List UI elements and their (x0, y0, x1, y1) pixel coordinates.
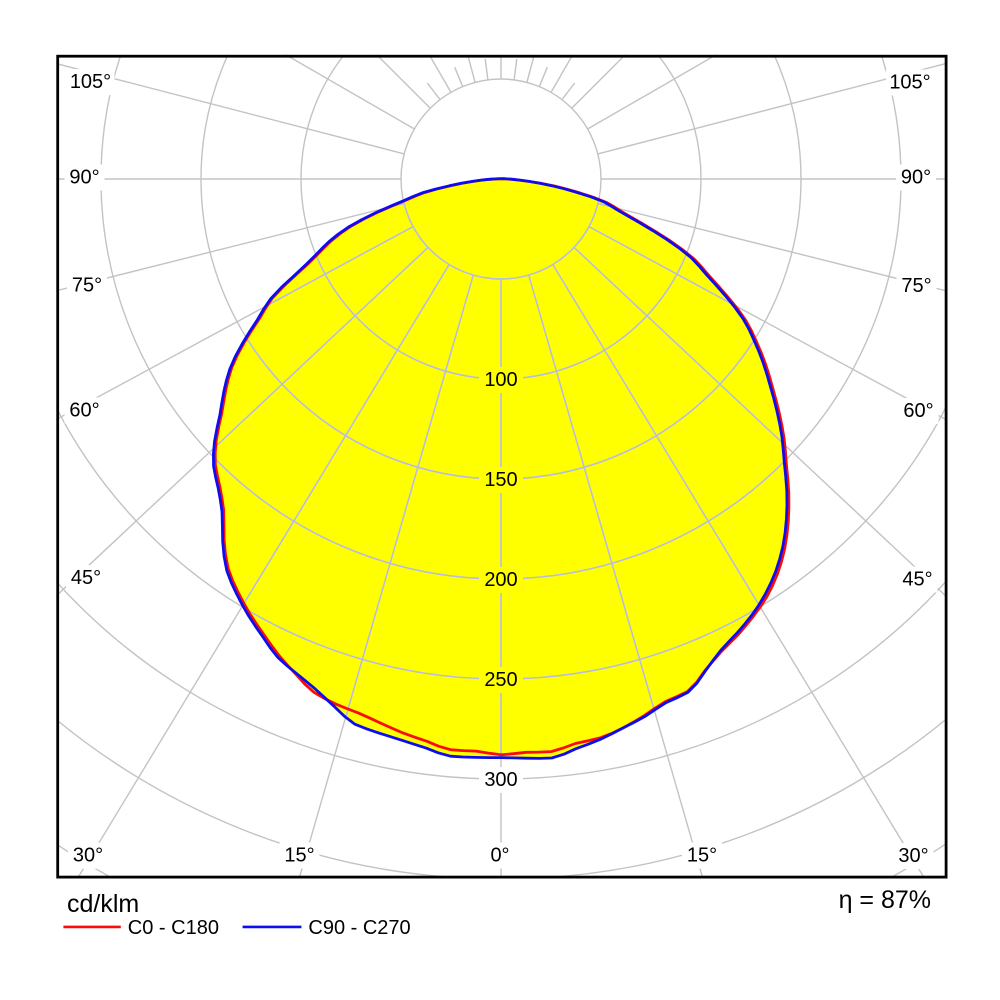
svg-text:100: 100 (484, 369, 517, 391)
svg-text:η = 87%: η = 87% (839, 886, 931, 914)
svg-text:150: 150 (484, 469, 517, 491)
svg-text:0°: 0° (490, 845, 509, 867)
svg-text:250: 250 (484, 669, 517, 691)
svg-text:60°: 60° (69, 400, 99, 422)
svg-text:105°: 105° (889, 72, 930, 94)
svg-text:cd/klm: cd/klm (67, 890, 139, 918)
svg-text:45°: 45° (71, 567, 101, 589)
svg-text:200: 200 (484, 569, 517, 591)
svg-text:15°: 15° (687, 845, 717, 867)
svg-text:60°: 60° (903, 400, 933, 422)
svg-text:C90 - C270: C90 - C270 (308, 917, 410, 939)
svg-text:300: 300 (484, 769, 517, 791)
svg-text:30°: 30° (73, 845, 103, 867)
svg-text:30°: 30° (898, 845, 928, 867)
svg-text:90°: 90° (901, 167, 931, 189)
svg-text:45°: 45° (902, 569, 932, 591)
svg-text:105°: 105° (70, 71, 111, 93)
svg-text:75°: 75° (72, 275, 102, 297)
svg-text:75°: 75° (901, 275, 931, 297)
svg-text:C0 - C180: C0 - C180 (128, 917, 219, 939)
svg-text:15°: 15° (284, 845, 314, 867)
svg-text:90°: 90° (69, 167, 99, 189)
